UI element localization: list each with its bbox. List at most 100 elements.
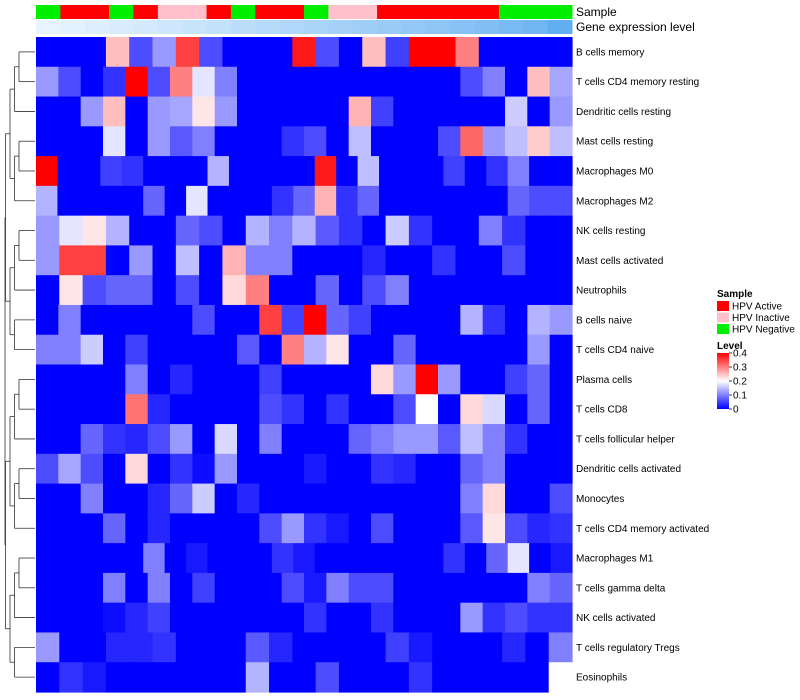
heatmap-cell (175, 632, 200, 663)
heatmap-cell (371, 572, 394, 604)
heatmap-cell (57, 185, 80, 217)
heatmap-cell (36, 453, 59, 485)
heatmap-cell (293, 543, 316, 574)
sample-annotation-cell (304, 5, 329, 19)
gene-expression-annotation-cell (133, 20, 159, 34)
heatmap-cell (222, 245, 247, 276)
heatmap-cell (525, 215, 550, 247)
heatmap-cell (281, 572, 305, 604)
heatmap-cell (371, 126, 394, 157)
heatmap-cell (292, 662, 317, 693)
heatmap-cell (415, 304, 439, 336)
heatmap-cell (393, 96, 417, 127)
row-label: T cells CD4 memory resting (576, 77, 699, 88)
heatmap-cell (281, 126, 305, 157)
heatmap-cell (58, 424, 82, 455)
heatmap-cell (527, 453, 551, 485)
heatmap-cell (326, 334, 350, 366)
heatmap-cell (281, 424, 305, 455)
heatmap-cell (486, 543, 509, 574)
heatmap-cell (438, 602, 461, 634)
heatmap-cell (348, 424, 372, 455)
heatmap-cell (529, 543, 552, 574)
heatmap-cell (385, 215, 410, 247)
heatmap-cell (245, 215, 270, 247)
heatmap-cell (292, 37, 317, 68)
heatmap-cell (192, 572, 216, 604)
heatmap-cell (438, 394, 461, 425)
heatmap-cell (362, 245, 387, 276)
heatmap-cell (170, 513, 193, 544)
heatmap-cell (527, 334, 551, 366)
gene-expression-annotation-cell (547, 20, 573, 34)
heatmap-cell (269, 215, 293, 247)
sample-annotation-cell (230, 5, 256, 19)
heatmap-cell (281, 453, 305, 485)
heatmap-cell (443, 543, 466, 574)
heatmap-cell (259, 96, 283, 127)
heatmap-cell (259, 483, 283, 514)
heatmap-cell (281, 394, 305, 425)
heatmap-cell (326, 513, 350, 544)
heatmap-cell (147, 334, 171, 366)
heatmap-cell (170, 126, 193, 157)
heatmap-cell (103, 364, 126, 395)
heatmap-cell (186, 543, 209, 574)
heatmap-cell (80, 572, 104, 604)
gene-expression-annotation-cell (377, 20, 402, 34)
heatmap-cell (259, 453, 283, 485)
sample-annotation-cell (425, 5, 451, 19)
gene-expression-annotation-cell (36, 20, 61, 34)
heatmap-cell (36, 483, 59, 514)
heatmap-cell (36, 304, 59, 336)
heatmap-cell (147, 602, 171, 634)
sample-legend-swatch (717, 312, 729, 323)
heatmap-cell (36, 66, 59, 98)
heatmap-cell (527, 424, 551, 455)
heatmap-cell (175, 215, 200, 247)
heatmap-cell (400, 543, 423, 574)
heatmap-cell (125, 96, 149, 127)
heatmap-cell (527, 513, 551, 544)
heatmap-cell (502, 37, 526, 68)
heatmap-cell (460, 453, 484, 485)
gene-expression-annotation-cell (84, 20, 110, 34)
row-label: NK cells activated (576, 613, 655, 624)
heatmap-cell (385, 632, 410, 663)
heatmap-cell (170, 66, 193, 98)
heatmap-cell (245, 662, 270, 693)
heatmap-cell (103, 453, 126, 485)
heatmap-cell (486, 156, 509, 187)
level-legend-title: Level (717, 341, 743, 352)
heatmap-cell (455, 37, 480, 68)
heatmap-cell (379, 156, 402, 187)
heatmap-cell (415, 126, 439, 157)
heatmap-cell (385, 662, 410, 693)
heatmap-cell (432, 245, 457, 276)
heatmap-cell (460, 513, 484, 544)
row-label: Mast cells resting (576, 137, 653, 148)
heatmap-cell (338, 662, 363, 693)
heatmap-cell (164, 185, 187, 217)
heatmap-cell (314, 543, 337, 574)
heatmap-cell (348, 126, 372, 157)
sample-annotation-cell (523, 5, 549, 19)
heatmap-cell (505, 483, 528, 514)
heatmap-cell (393, 364, 417, 395)
heatmap-cell (147, 364, 171, 395)
heatmap-cell (304, 572, 327, 604)
row-label: T cells CD8 (576, 405, 628, 416)
heatmap-cell (36, 245, 60, 276)
heatmap-cell (100, 185, 123, 217)
row-labels: B cells memory T cells CD4 memory resting… (576, 47, 709, 683)
heatmap-cell (502, 245, 526, 276)
heatmap-cell (315, 632, 340, 663)
heatmap-cell (304, 483, 327, 514)
sample-legend-title: Sample (717, 289, 753, 300)
heatmap-cell (482, 572, 506, 604)
heatmap-cell (482, 66, 506, 98)
gene-expression-annotation-label: Gene expression level (576, 20, 695, 34)
heatmap-cell (348, 334, 372, 366)
heatmap-cell (192, 513, 216, 544)
heatmap-cell (170, 453, 193, 485)
